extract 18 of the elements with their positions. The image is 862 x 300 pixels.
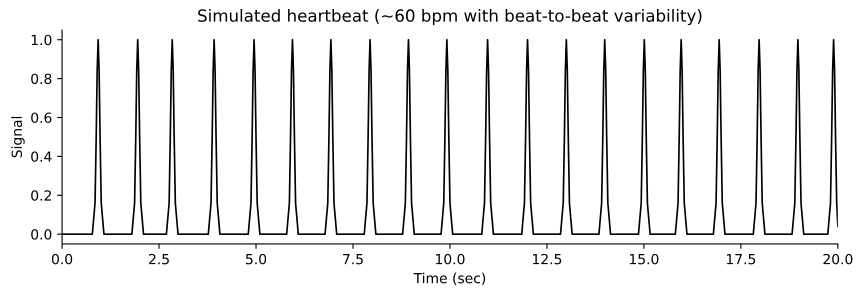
x-tick-label: 5.0 [246, 254, 266, 264]
x-tick-label: 0.0 [52, 254, 72, 264]
chart-title: Simulated heartbeat (~60 bpm with beat-to-beat variability) [198, 9, 702, 26]
y-tick-label: 1.0 [32, 34, 52, 46]
y-tick-label: 0.8 [31, 74, 52, 84]
y-tick-label: 0.2 [31, 190, 51, 201]
x-tick-label: 17.5 [726, 254, 756, 264]
x-tick-label: 12.5 [533, 254, 562, 264]
x-axis-title: Time (sec) [414, 272, 486, 286]
y-axis-title: Signal [11, 116, 25, 158]
x-tick-label: 2.5 [149, 254, 169, 264]
y-tick-label: 0.0 [31, 229, 52, 240]
y-tick-label: 0.4 [31, 151, 52, 162]
x-tick-label: 15.0 [630, 254, 658, 264]
x-tick-label: 10.0 [436, 254, 465, 264]
x-tick-label: 7.5 [343, 254, 363, 264]
x-tick-label: 20.0 [823, 254, 852, 264]
y-tick-label: 0.6 [31, 112, 52, 123]
